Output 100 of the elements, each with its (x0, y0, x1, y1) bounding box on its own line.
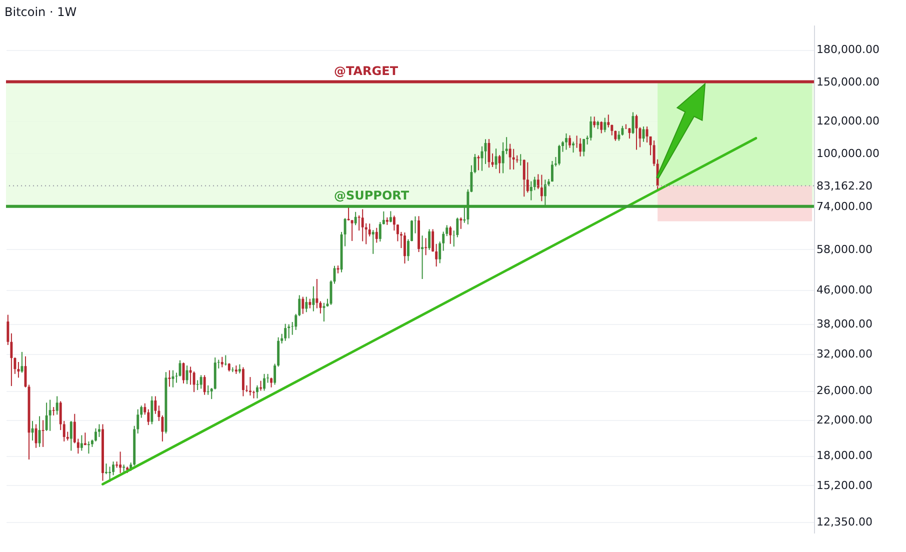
candlestick (154, 396, 157, 414)
candlestick (17, 362, 20, 378)
candlestick (590, 116, 592, 142)
candlestick (494, 148, 498, 170)
ref-line-label: @TARGET (334, 64, 399, 78)
candlestick (263, 373, 266, 392)
y-tick-label: 32,000.00 (816, 348, 872, 361)
candlestick (45, 402, 48, 432)
candlestick (34, 424, 38, 448)
candlestick (372, 230, 374, 254)
y-tick-label: 18,000.00 (816, 449, 872, 462)
y-tick-label: 26,000.00 (816, 384, 872, 398)
candlestick (607, 114, 610, 128)
candlestick (56, 396, 58, 416)
candlestick (533, 176, 536, 191)
candlestick (322, 302, 326, 322)
candlestick (404, 232, 406, 264)
candlestick (94, 428, 97, 442)
candlestick (593, 116, 596, 128)
candlestick (375, 227, 378, 244)
candlestick (392, 215, 396, 232)
chart-title: Bitcoin · 1W (4, 5, 77, 19)
candlestick (80, 434, 83, 452)
candlestick (579, 138, 582, 157)
candlestick (600, 120, 603, 134)
candlestick (449, 226, 452, 244)
y-tick-label: 150,000.00 (816, 75, 880, 88)
candlestick (203, 374, 206, 396)
candlestick (558, 144, 560, 166)
candlestick (200, 374, 202, 390)
candlestick (498, 154, 501, 174)
y-tick-label: 22,000.00 (816, 414, 872, 427)
candlestick (519, 154, 522, 166)
candlestick (477, 154, 480, 171)
y-tick-label: 58,000.00 (816, 242, 872, 256)
candlestick (512, 148, 515, 170)
candlestick (526, 162, 529, 194)
candlestick (432, 228, 434, 252)
y-tick-label: 15,200.00 (816, 478, 872, 492)
candlestick (248, 376, 252, 396)
candlestick (312, 286, 315, 312)
candlestick (242, 366, 244, 397)
candlestick (361, 208, 364, 242)
candlestick (389, 210, 392, 223)
candlestick (284, 323, 287, 342)
candlestick (410, 220, 413, 242)
candlestick (305, 296, 308, 313)
candlestick (540, 174, 543, 202)
candlestick (119, 451, 122, 474)
y-tick-label: 38,000.00 (816, 317, 872, 330)
candlestick (192, 370, 196, 393)
candlestick (224, 354, 227, 366)
y-tick-label: 46,000.00 (816, 284, 872, 297)
candlestick (252, 390, 255, 399)
candlestick (105, 463, 108, 475)
candlestick (522, 159, 526, 198)
candlestick (460, 216, 462, 230)
candlestick (508, 143, 512, 170)
candlestick (435, 243, 438, 268)
candlestick (168, 370, 171, 388)
candlestick (354, 211, 357, 226)
candlestick (42, 420, 44, 448)
candlestick (220, 356, 224, 368)
candlestick (424, 238, 428, 256)
candlestick (565, 132, 568, 150)
y-tick-label: 180,000.00 (816, 43, 880, 56)
candlestick (270, 377, 273, 388)
candlestick (421, 235, 424, 280)
candlestick (618, 130, 620, 142)
candlestick (48, 399, 52, 432)
y-tick-label: 83,162.20 (816, 179, 872, 192)
candlestick (150, 396, 154, 425)
candlestick (646, 126, 648, 143)
candlestick (572, 141, 575, 154)
candlestick (38, 416, 41, 448)
candlestick (288, 324, 290, 339)
candlestick (550, 160, 554, 182)
candlestick (562, 140, 564, 152)
candlestick (20, 351, 24, 374)
ref-line-label: @SUPPORT (334, 188, 410, 202)
candlestick (172, 370, 174, 388)
y-tick-label: 12,350.00 (816, 515, 872, 528)
candlestick (316, 278, 318, 309)
candlestick (98, 424, 100, 438)
candlestick (302, 296, 304, 314)
y-tick-label: 120,000.00 (816, 114, 880, 128)
candlestick (70, 420, 72, 452)
candlestick (530, 180, 532, 201)
candlestick (350, 219, 354, 242)
candlestick (256, 384, 258, 399)
candlestick (368, 223, 371, 237)
candlestick (428, 228, 431, 250)
candlestick (308, 298, 312, 309)
candlestick (582, 138, 586, 157)
candlestick (568, 134, 572, 148)
candlestick (628, 128, 631, 140)
candlestick (624, 124, 628, 130)
candlestick (87, 440, 90, 454)
candlestick (108, 466, 111, 482)
y-tick-label: 74,000.00 (816, 200, 872, 213)
